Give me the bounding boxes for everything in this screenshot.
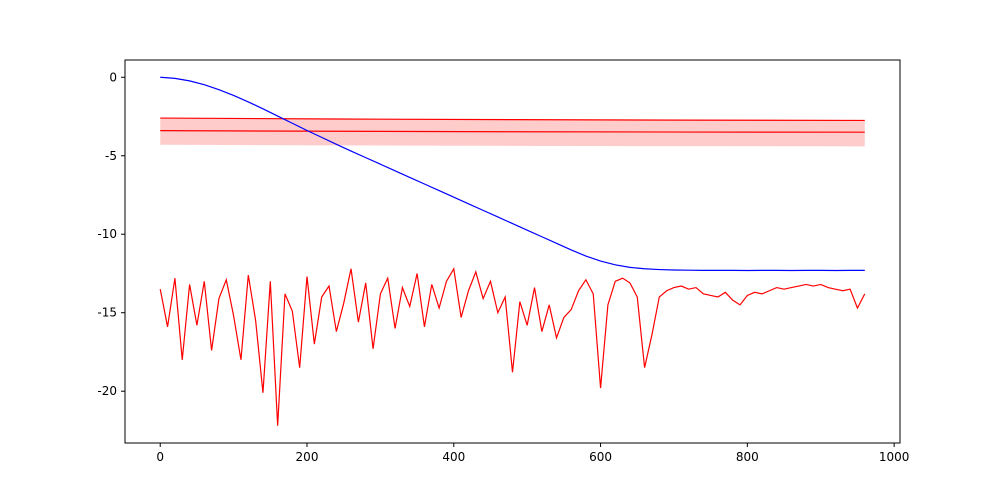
axes-frame [124,59,901,444]
x-tick-label: 800 [736,450,759,464]
x-tick-label: 200 [296,450,319,464]
series-line [159,267,866,426]
y-tick-label: -20 [97,384,117,398]
x-tick-label: 400 [442,450,465,464]
y-tick-label: -5 [105,149,117,163]
y-tick-label: 0 [109,70,117,84]
x-tick-label: 1000 [879,450,910,464]
band-upper-line [160,117,865,122]
y-tick-label: -10 [97,227,117,241]
x-tick-label: 600 [589,450,612,464]
x-tick-label: 0 [156,450,164,464]
series-line [160,76,865,272]
series-line [160,130,865,133]
y-tick-label: -15 [97,306,117,320]
